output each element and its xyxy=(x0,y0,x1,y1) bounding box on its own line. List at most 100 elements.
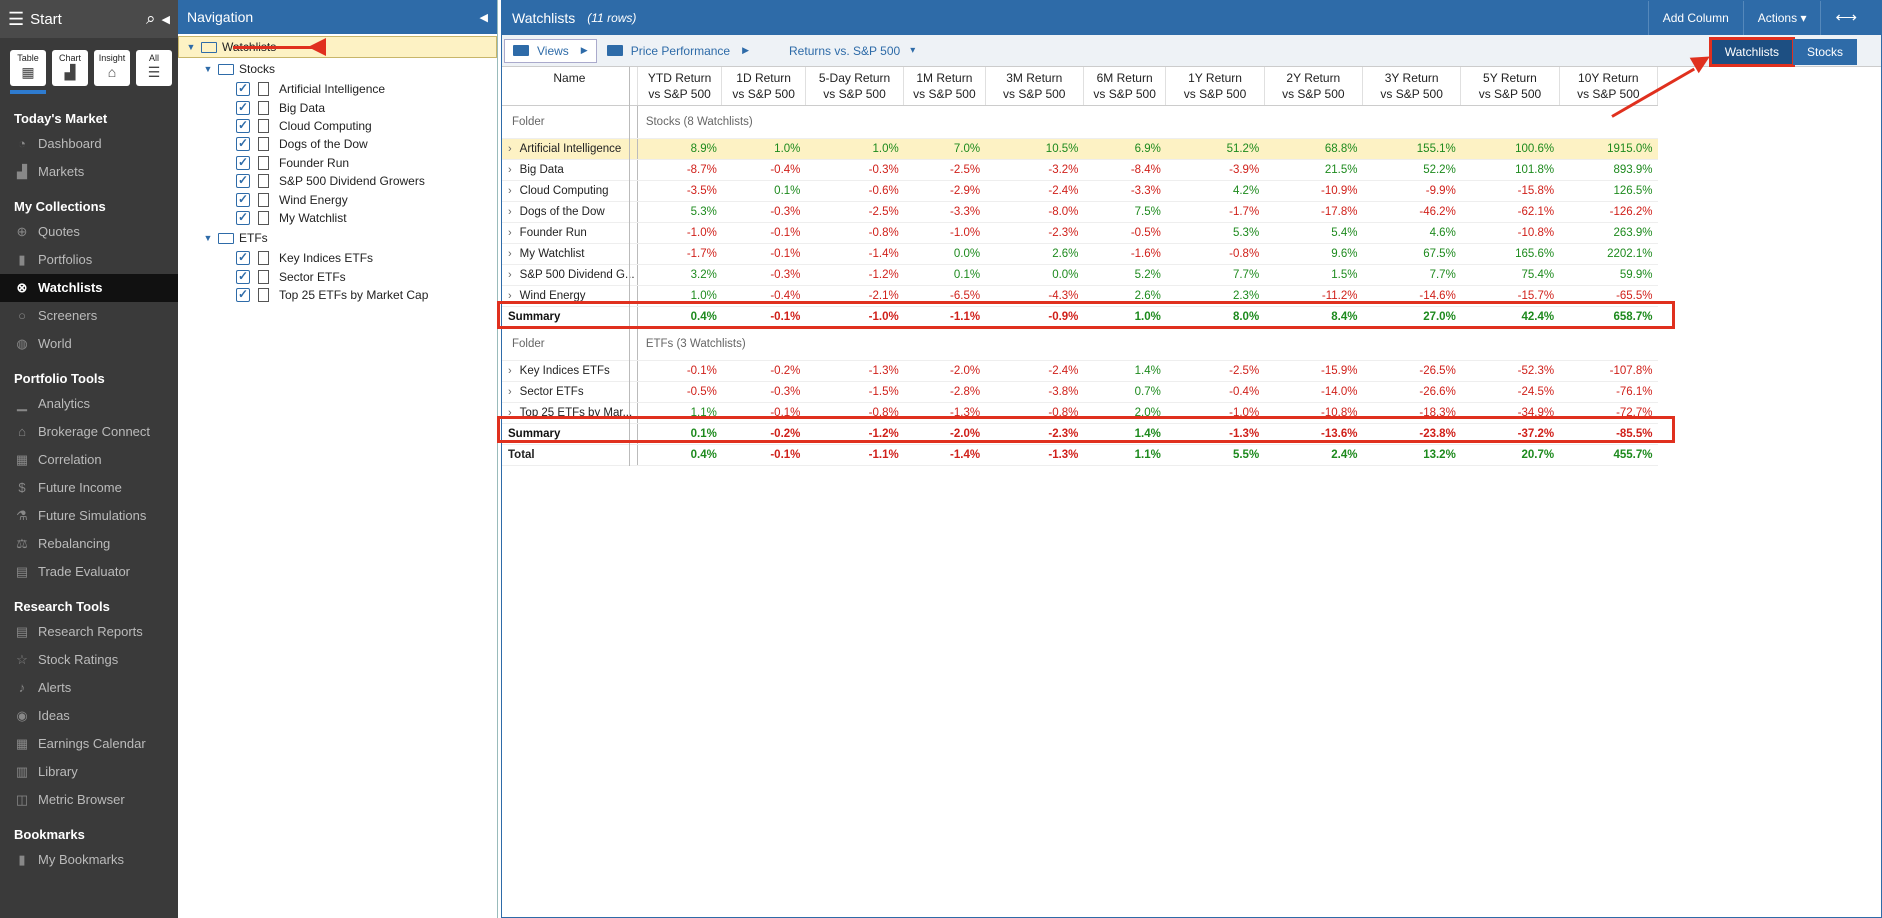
checkbox-checked-icon[interactable]: ✓ xyxy=(236,117,250,133)
sidebar-item-alerts[interactable]: ♪ Alerts xyxy=(0,674,178,702)
checkbox-checked-icon[interactable]: ✓ xyxy=(236,250,250,266)
column-header-3m-return-vs-s-p-500[interactable]: 3M Return vs S&P 500 xyxy=(985,67,1084,106)
tree-node-watchlists[interactable]: ▼Watchlists xyxy=(178,36,497,58)
column-header-1d-return-vs-s-p-500[interactable]: 1D Return vs S&P 500 xyxy=(721,67,806,106)
sidebar-item-markets[interactable]: ▟ Markets xyxy=(0,158,178,186)
chevron-right-icon[interactable]: › xyxy=(508,184,512,197)
tab-stocks[interactable]: Stocks xyxy=(1792,39,1857,65)
mode-chart[interactable]: Chart ▟ xyxy=(52,50,88,86)
mode-table[interactable]: Table ▦ xyxy=(10,50,46,86)
collapse-nav-icon[interactable]: ◀ xyxy=(479,11,488,24)
table-row[interactable]: Total 0.4% -0.1% -1.1% -1.4% -1.3% 1.1% 5.5% 2.4… xyxy=(502,444,1658,466)
table-row[interactable]: › Sector ETFs -0.5% -0.3% -1.5% -2.8% -3.8% 0.7… xyxy=(502,381,1658,403)
sidebar-item-future-income[interactable]: $ Future Income xyxy=(0,474,178,502)
sidebar-item-future-simulations[interactable]: ⚗ Future Simulations xyxy=(0,502,178,530)
add-column-button[interactable]: Add Column xyxy=(1647,1,1743,35)
tree-node-dogs-of-the-dow[interactable]: ✓ Dogs of the Dow xyxy=(178,135,497,153)
column-header-5-day-return-vs-s-p-500[interactable]: 5-Day Return vs S&P 500 xyxy=(805,67,905,106)
sidebar-item-library[interactable]: ▥ Library xyxy=(0,758,178,786)
search-icon[interactable]: ⌕ xyxy=(146,9,156,28)
sidebar-item-ideas[interactable]: ◉ Ideas xyxy=(0,702,178,730)
column-header-1y-return-vs-s-p-500[interactable]: 1Y Return vs S&P 500 xyxy=(1165,67,1265,106)
chevron-right-icon[interactable]: › xyxy=(508,385,512,398)
chevron-right-icon[interactable]: › xyxy=(508,163,512,176)
column-header-6m-return-vs-s-p-500[interactable]: 6M Return vs S&P 500 xyxy=(1083,67,1167,106)
table-row[interactable]: › Dogs of the Dow 5.3% -0.3% -2.5% -3.3% -8.0%… xyxy=(502,201,1658,223)
table-row[interactable]: › My Watchlist -1.7% -0.1% -1.4% 0.0% 2.6% -1.6… xyxy=(502,243,1658,265)
chevron-right-icon[interactable]: › xyxy=(508,289,512,302)
chevron-right-icon[interactable]: › xyxy=(508,142,512,155)
tree-node-cloud-computing[interactable]: ✓ Cloud Computing xyxy=(178,117,497,135)
chevron-right-icon[interactable]: › xyxy=(508,226,512,239)
breadcrumb-price-performance[interactable]: Price Performance ▶ xyxy=(606,44,749,58)
collapse-sidebar-icon[interactable]: ◀ xyxy=(161,13,170,26)
tab-watchlists[interactable]: Watchlists xyxy=(1708,37,1795,67)
tree-node-stocks[interactable]: ▼ Stocks xyxy=(178,58,497,80)
tree-node-big-data[interactable]: ✓ Big Data xyxy=(178,98,497,116)
table-row[interactable]: › Wind Energy 1.0% -0.4% -2.1% -6.5% -4.3% 2.6%… xyxy=(502,285,1658,307)
tree-node-sector-etfs[interactable]: ✓ Sector ETFs xyxy=(178,268,497,286)
expand-triangle-icon[interactable]: ▼ xyxy=(203,64,213,74)
actions-menu-button[interactable]: Actions ▾ xyxy=(1742,1,1821,35)
table-row[interactable]: › Key Indices ETFs -0.1% -0.2% -1.3% -2.0% -2.… xyxy=(502,360,1658,382)
sidebar-item-dashboard[interactable]: ◔ Dashboard xyxy=(0,130,178,158)
sidebar-item-rebalancing[interactable]: ⚖ Rebalancing xyxy=(0,530,178,558)
tree-node-artificial-intelligence[interactable]: ✓ Artificial Intelligence xyxy=(178,80,497,98)
checkbox-checked-icon[interactable]: ✓ xyxy=(236,268,250,284)
expand-triangle-icon[interactable]: ▼ xyxy=(203,233,213,244)
table-row[interactable]: › S&P 500 Dividend G... 3.2% -0.3% -1.2% 0.1%… xyxy=(502,264,1658,286)
checkbox-checked-icon[interactable]: ✓ xyxy=(236,287,250,303)
tree-node-wind-energy[interactable]: ✓ Wind Energy xyxy=(178,190,497,208)
checkbox-checked-icon[interactable]: ✓ xyxy=(236,173,250,189)
table-row[interactable]: Summary 0.1% -0.2% -1.2% -2.0% -2.3% 1.4% -1.3%… xyxy=(502,423,1658,445)
tree-node-key-indices-etfs[interactable]: ✓ Key Indices ETFs xyxy=(178,249,497,267)
chevron-right-icon[interactable]: › xyxy=(508,268,512,281)
table-row[interactable]: › Artificial Intelligence 8.9% 1.0% 1.0% 7.0%… xyxy=(502,138,1658,160)
sidebar-item-world[interactable]: ◍ World xyxy=(0,330,178,358)
table-row[interactable]: › Big Data -8.7% -0.4% -0.3% -2.5% -3.2% -8.4% -… xyxy=(502,159,1658,181)
start-label[interactable]: Start xyxy=(30,10,62,28)
column-header-1m-return-vs-s-p-500[interactable]: 1M Return vs S&P 500 xyxy=(903,67,986,106)
tree-node-s-p-500-dividend-growers[interactable]: ✓ S&P 500 Dividend Growers xyxy=(178,172,497,190)
sidebar-item-trade-evaluator[interactable]: ▤ Trade Evaluator xyxy=(0,558,178,586)
column-header-ytd-return-vs-s-p-500[interactable]: YTD Return vs S&P 500 xyxy=(637,67,723,106)
tree-node-top-25-etfs-by-market-cap[interactable]: ✓ Top 25 ETFs by Market Cap xyxy=(178,286,497,304)
sidebar-item-screeners[interactable]: ○ Screeners xyxy=(0,302,178,330)
sidebar-item-portfolios[interactable]: ▮ Portfolios xyxy=(0,246,178,274)
sidebar-item-my-bookmarks[interactable]: ▮ My Bookmarks xyxy=(0,846,178,874)
sidebar-item-correlation[interactable]: ▦ Correlation xyxy=(0,446,178,474)
breadcrumb-returns-vs-sp500[interactable]: Returns vs. S&P 500 ▾ xyxy=(789,44,915,58)
table-row[interactable]: › Cloud Computing -3.5% 0.1% -0.6% -2.9% -2.4%… xyxy=(502,180,1658,202)
checkbox-checked-icon[interactable]: ✓ xyxy=(236,136,250,152)
chevron-right-icon[interactable]: › xyxy=(508,364,512,377)
tree-node-etfs[interactable]: ▼ ETFs xyxy=(178,227,497,249)
sidebar-item-watchlists[interactable]: ⊗ Watchlists xyxy=(0,274,178,302)
checkbox-checked-icon[interactable]: ✓ xyxy=(236,81,250,97)
column-header-2y-return-vs-s-p-500[interactable]: 2Y Return vs S&P 500 xyxy=(1264,67,1363,106)
mode-all[interactable]: All ☰ xyxy=(136,50,172,86)
views-button[interactable]: Views ▶ xyxy=(504,38,597,63)
sidebar-item-research-reports[interactable]: ▤ Research Reports xyxy=(0,618,178,646)
sidebar-item-analytics[interactable]: ▁ Analytics xyxy=(0,390,178,418)
checkbox-checked-icon[interactable]: ✓ xyxy=(236,99,250,115)
chevron-right-icon[interactable]: › xyxy=(508,205,512,218)
column-header-5y-return-vs-s-p-500[interactable]: 5Y Return vs S&P 500 xyxy=(1460,67,1560,106)
table-row[interactable]: › Top 25 ETFs by Mar... 1.1% -0.1% -0.8% -1.3… xyxy=(502,402,1658,424)
checkbox-checked-icon[interactable]: ✓ xyxy=(236,209,250,225)
checkbox-checked-icon[interactable]: ✓ xyxy=(236,154,250,170)
sidebar-item-metric-browser[interactable]: ◫ Metric Browser xyxy=(0,786,178,814)
column-header-name[interactable]: Name xyxy=(502,67,638,106)
chevron-right-icon[interactable]: › xyxy=(508,247,512,260)
sidebar-item-earnings-calendar[interactable]: ▦ Earnings Calendar xyxy=(0,730,178,758)
expand-width-icon[interactable]: ⟷ xyxy=(1820,1,1871,35)
mode-insight[interactable]: Insight ⌂ xyxy=(94,50,130,86)
table-row[interactable]: Summary 0.4% -0.1% -1.0% -1.1% -0.9% 1.0% 8.0% 8… xyxy=(502,306,1658,328)
column-header-3y-return-vs-s-p-500[interactable]: 3Y Return vs S&P 500 xyxy=(1362,67,1462,106)
tree-node-founder-run[interactable]: ✓ Founder Run xyxy=(178,154,497,172)
sidebar-item-brokerage-connect[interactable]: ⌂ Brokerage Connect xyxy=(0,418,178,446)
tree-node-my-watchlist[interactable]: ✓ My Watchlist xyxy=(178,209,497,227)
checkbox-checked-icon[interactable]: ✓ xyxy=(236,191,250,207)
table-row[interactable]: › Founder Run -1.0% -0.1% -0.8% -1.0% -2.3% -0.… xyxy=(502,222,1658,244)
expand-triangle-icon[interactable]: ▼ xyxy=(186,42,196,52)
sidebar-item-stock-ratings[interactable]: ☆ Stock Ratings xyxy=(0,646,178,674)
